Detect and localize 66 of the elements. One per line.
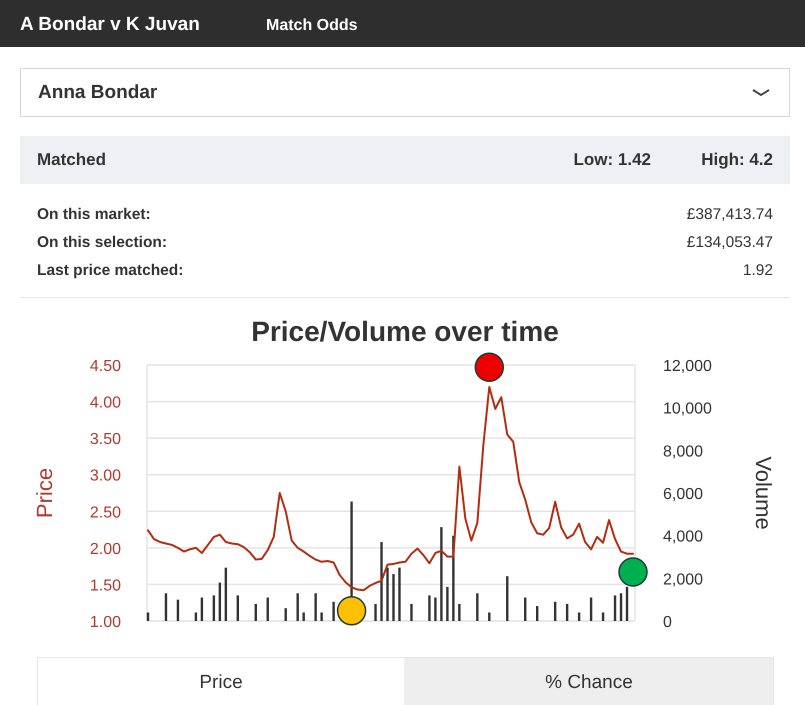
text: Last price matched: <box>37 262 184 279</box>
bar <box>266 598 269 621</box>
y-tick-label: 3.00 <box>90 468 122 485</box>
chart-title: Price/Volume over time <box>251 316 559 347</box>
y2-tick-label: 0 <box>663 614 672 631</box>
y2-axis-title: Volume <box>751 456 776 530</box>
point <box>618 557 648 587</box>
y-tick-label: 2.50 <box>90 504 122 522</box>
bar <box>218 582 222 621</box>
y2-tick-label: 12,000 <box>663 358 712 375</box>
y2-tick-label: 10,000 <box>663 400 712 418</box>
bar <box>506 576 508 621</box>
point <box>336 596 366 626</box>
bar <box>284 608 287 621</box>
text: High: 4.2 <box>701 150 773 169</box>
bar <box>200 598 204 621</box>
bar <box>176 600 180 621</box>
y2-tick-label: 2,000 <box>663 571 704 588</box>
bar <box>314 593 317 621</box>
bar <box>590 598 592 621</box>
text: £387,413.74 <box>686 206 774 223</box>
bar <box>212 595 216 621</box>
bar <box>320 612 323 621</box>
bar <box>254 604 257 621</box>
text: 1.92 <box>742 262 773 279</box>
y-tick-label: 4.50 <box>90 358 122 375</box>
bar <box>566 604 568 621</box>
text: £134,053.47 <box>686 234 773 251</box>
text: On this market: <box>37 206 151 223</box>
point <box>474 352 504 382</box>
text: Matched <box>37 150 106 169</box>
y-tick-label: 1.00 <box>90 614 122 631</box>
bar <box>536 606 538 621</box>
y-axis-title: Price <box>32 468 57 518</box>
bar <box>578 612 580 621</box>
text: Anna Bondar <box>38 82 158 103</box>
bar <box>488 612 490 621</box>
bar <box>224 568 228 621</box>
y2-tick-label: 4,000 <box>663 528 704 546</box>
bar <box>194 612 198 621</box>
y2-tick-label: 6,000 <box>663 486 704 503</box>
bar <box>302 612 305 621</box>
bar <box>296 593 299 621</box>
bar <box>602 612 604 621</box>
bar <box>446 586 449 621</box>
y2-tick-label: 8,000 <box>663 443 704 460</box>
bar <box>554 602 556 621</box>
bar <box>428 595 431 621</box>
text: Match Odds <box>266 17 358 34</box>
y-tick-label: 4.00 <box>90 394 122 412</box>
text: Low: 1.42 <box>574 150 651 169</box>
bar <box>476 593 479 621</box>
bar <box>458 604 461 621</box>
bar <box>332 602 335 621</box>
y-tick-label: 3.50 <box>90 431 122 448</box>
line-series <box>147 386 634 592</box>
y-tick-label: 2.00 <box>90 540 122 558</box>
text: % Chance <box>545 672 633 693</box>
text: On this selection: <box>37 234 168 251</box>
bar <box>236 595 240 621</box>
text: Price <box>199 672 243 693</box>
bar <box>440 527 443 621</box>
bar <box>434 598 437 621</box>
text: A Bondar v K Juvan <box>20 14 200 35</box>
y-tick-label: 1.50 <box>90 577 122 594</box>
bar <box>524 598 526 621</box>
